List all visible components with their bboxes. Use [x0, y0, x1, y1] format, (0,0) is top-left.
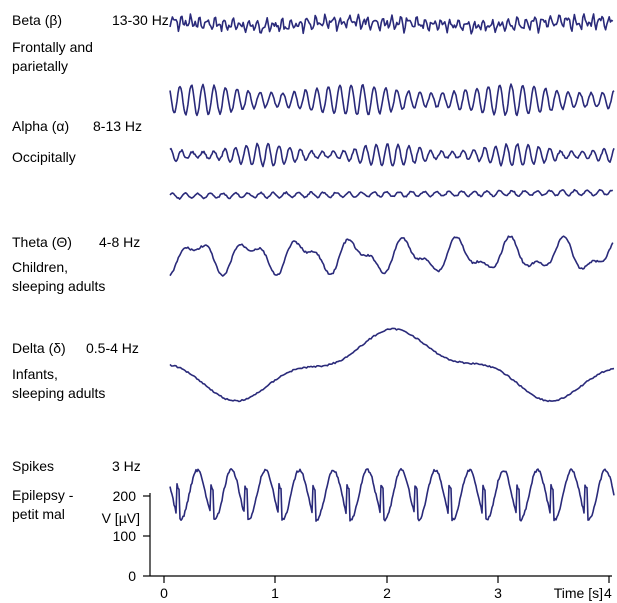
y-tick-label-200: 200 — [113, 488, 137, 504]
x-tick-label-4: 4 — [604, 585, 612, 601]
y-axis-label: V [µV] — [102, 510, 140, 526]
theta-waveform — [169, 235, 614, 277]
x-tick-label-0: 0 — [160, 585, 168, 601]
x-tick-label-2: 2 — [383, 585, 391, 601]
spikes-band-location: Epilepsy - petit mal — [12, 487, 74, 522]
beta-band-name: Beta (β) — [12, 12, 63, 28]
alpha-waveform-3 — [169, 188, 614, 200]
spikes-band-name: Spikes — [12, 458, 55, 474]
x-tick-label-1: 1 — [271, 585, 279, 601]
alpha-waveform-2 — [169, 142, 615, 168]
alpha-waveform-1 — [169, 83, 615, 117]
beta-band-frequency: 13-30 Hz — [112, 12, 169, 28]
delta-band-location: Infants, sleeping adults — [12, 366, 106, 401]
theta-band-frequency: 4-8 Hz — [99, 234, 141, 250]
x-axis-label: Time [s] — [554, 585, 603, 601]
alpha-band-frequency: 8-13 Hz — [93, 118, 143, 134]
spikes-band-frequency: 3 Hz — [112, 458, 141, 474]
y-tick-label-100: 100 — [113, 528, 137, 544]
alpha-band-location: Occipitally — [12, 149, 76, 165]
theta-band-name: Theta (Θ) — [12, 234, 72, 250]
y-tick-label-0: 0 — [128, 568, 136, 584]
alpha-band-name: Alpha (α) — [12, 118, 70, 134]
delta-band-frequency: 0.5-4 Hz — [86, 340, 139, 356]
beta-waveform — [169, 13, 614, 35]
beta-band-location: Frontally and parietally — [12, 39, 93, 74]
theta-band-location: Children, sleeping adults — [12, 259, 106, 294]
spikes-waveform — [169, 467, 615, 522]
x-tick-label-3: 3 — [494, 585, 502, 601]
delta-waveform — [169, 327, 615, 403]
delta-band-name: Delta (δ) — [12, 340, 66, 356]
